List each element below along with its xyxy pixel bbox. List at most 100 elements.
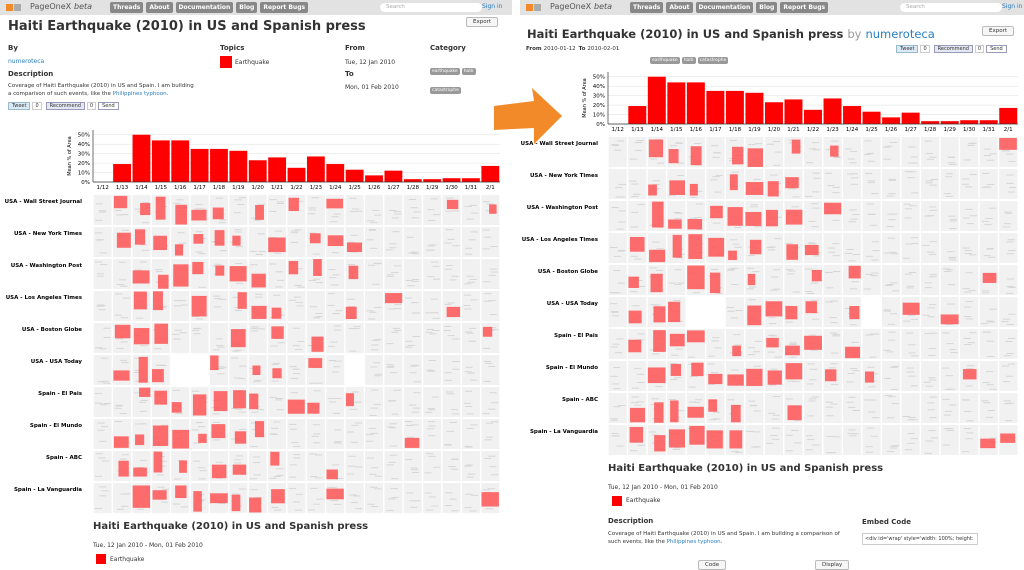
page-text — [726, 306, 735, 308]
page-text — [289, 464, 297, 466]
page-text — [425, 509, 434, 511]
nav-link[interactable]: About — [666, 2, 693, 13]
highlight — [271, 489, 285, 504]
x-tick-label: 1/30 — [445, 185, 458, 191]
tag[interactable]: haiti — [461, 68, 476, 75]
highlight — [252, 365, 261, 375]
page-thumbnail — [979, 361, 998, 391]
sign-in[interactable]: Sign in — [1002, 3, 1023, 10]
page-text — [142, 201, 150, 203]
page-thumbnail — [940, 233, 959, 263]
page-text — [432, 278, 441, 280]
embed-code[interactable]: <div id='wrap' style='width: 100%; heigh… — [862, 533, 978, 545]
page-text — [888, 179, 897, 181]
export-button[interactable]: Export — [466, 17, 499, 27]
highlight — [271, 326, 284, 339]
export-button[interactable]: Export — [982, 26, 1015, 36]
page-text — [257, 233, 265, 235]
search-box[interactable]: Search — [900, 3, 1002, 12]
tag[interactable]: catastrophe — [697, 57, 729, 64]
bar — [113, 164, 131, 182]
highlight — [785, 209, 803, 225]
page-text — [617, 282, 625, 284]
page-text — [632, 305, 640, 307]
page-thumbnail — [784, 265, 803, 295]
page-thumbnail — [481, 419, 500, 449]
page-text — [928, 348, 936, 350]
page-text — [904, 449, 912, 451]
page-text — [968, 289, 976, 291]
x-tick-label: 1/19 — [232, 185, 245, 191]
highlight — [999, 137, 1017, 150]
page-text — [748, 144, 756, 146]
tweet-button[interactable]: Tweet — [8, 102, 31, 110]
description-link[interactable]: Philippines typhoon — [112, 91, 167, 97]
tag[interactable]: earthquake — [650, 57, 680, 64]
search-box[interactable]: Search — [380, 3, 482, 12]
tag[interactable]: catastrophe — [430, 87, 461, 94]
nav-link[interactable]: Threads — [110, 2, 144, 13]
page-text — [631, 196, 639, 198]
page-thumbnail — [960, 265, 979, 295]
page-text — [890, 253, 899, 255]
newspaper-label: Spain - El Mundo — [30, 423, 82, 429]
page-text — [464, 371, 472, 373]
page-text — [772, 269, 781, 271]
send-button[interactable]: Send — [98, 102, 119, 110]
page-text — [426, 328, 434, 330]
nav-link[interactable]: About — [146, 2, 173, 13]
page-text — [412, 500, 421, 502]
page-text — [274, 230, 282, 232]
page-text — [968, 143, 976, 145]
bar — [804, 109, 822, 124]
page-text — [269, 199, 277, 201]
send-button[interactable]: Send — [986, 45, 1007, 53]
page-text — [772, 164, 781, 166]
page-text — [408, 252, 416, 254]
highlight — [446, 306, 461, 318]
code-button[interactable]: Code — [698, 560, 727, 570]
author[interactable]: numeroteca — [8, 58, 45, 65]
page-text — [465, 464, 473, 466]
display-button[interactable]: Display — [815, 560, 850, 570]
brand[interactable]: PageOneX — [30, 2, 72, 11]
page-text — [886, 283, 894, 285]
nav-link[interactable]: Report Bugs — [260, 2, 309, 13]
page-text — [944, 410, 952, 412]
page-text — [850, 173, 858, 175]
page-text — [925, 385, 934, 387]
nav-link[interactable]: Documentation — [175, 2, 234, 13]
page-text — [887, 237, 896, 239]
nav-link[interactable]: Blog — [756, 2, 778, 13]
nav-link[interactable]: Blog — [236, 2, 258, 13]
nav-link[interactable]: Documentation — [695, 2, 754, 13]
page-text — [115, 405, 123, 407]
page-text — [485, 508, 494, 510]
page-text — [371, 283, 380, 285]
recommend-button[interactable]: Recommend — [933, 45, 973, 53]
brand[interactable]: PageOneX — [550, 2, 592, 11]
tweet-button[interactable]: Tweet — [896, 45, 919, 53]
page-text — [929, 274, 937, 276]
page-text — [271, 380, 279, 382]
page-text — [929, 417, 937, 419]
sign-in[interactable]: Sign in — [482, 3, 503, 10]
nav-link[interactable]: Report Bugs — [780, 2, 829, 13]
highlight — [446, 199, 459, 210]
page-text — [174, 300, 182, 302]
x-tick-label: 1/31 — [983, 127, 995, 133]
description-link[interactable]: Philippines typhoon — [666, 539, 721, 545]
page-text — [428, 425, 436, 427]
page-text — [768, 334, 776, 336]
page-thumbnail — [93, 323, 112, 353]
nav-link[interactable]: Threads — [630, 2, 664, 13]
tag[interactable]: earthquake — [430, 68, 460, 75]
tag[interactable]: haiti — [681, 57, 696, 64]
page-text — [469, 510, 477, 512]
author[interactable]: numeroteca — [865, 27, 935, 41]
recommend-button[interactable]: Recommend — [45, 102, 85, 110]
page-text — [674, 218, 682, 220]
newspaper-label: Spain - El Pais — [554, 333, 599, 339]
highlight — [653, 306, 666, 323]
page-text — [486, 422, 494, 424]
